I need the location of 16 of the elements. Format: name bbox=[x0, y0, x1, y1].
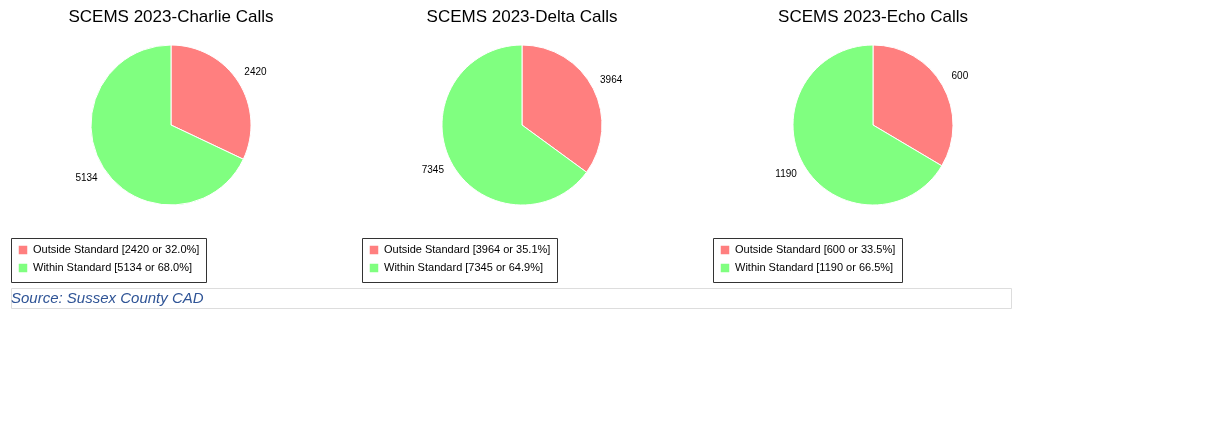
data-label: 1190 bbox=[775, 168, 798, 180]
chart-title: SCEMS 2023-Delta Calls bbox=[426, 7, 618, 26]
legend-label: Within Standard [5134 or 68.0%] bbox=[33, 261, 192, 273]
data-label: 3964 bbox=[600, 73, 623, 85]
source-note: Source: Sussex County CAD bbox=[11, 289, 204, 306]
chart-title: SCEMS 2023-Echo Calls bbox=[778, 7, 968, 26]
legend-label: Outside Standard [600 or 33.5%] bbox=[735, 243, 896, 255]
data-label: 600 bbox=[951, 69, 969, 81]
data-label: 5134 bbox=[75, 172, 99, 184]
legend-label: Within Standard [1190 or 66.5%] bbox=[735, 261, 894, 273]
data-label: 7345 bbox=[421, 164, 445, 176]
data-label: 2420 bbox=[244, 65, 268, 77]
legend-label: Within Standard [7345 or 64.9%] bbox=[384, 261, 543, 273]
chart-title: SCEMS 2023-Charlie Calls bbox=[68, 7, 274, 26]
legend-label: Outside Standard [2420 or 32.0%] bbox=[33, 243, 200, 255]
legend-label: Outside Standard [3964 or 35.1%] bbox=[384, 243, 551, 255]
